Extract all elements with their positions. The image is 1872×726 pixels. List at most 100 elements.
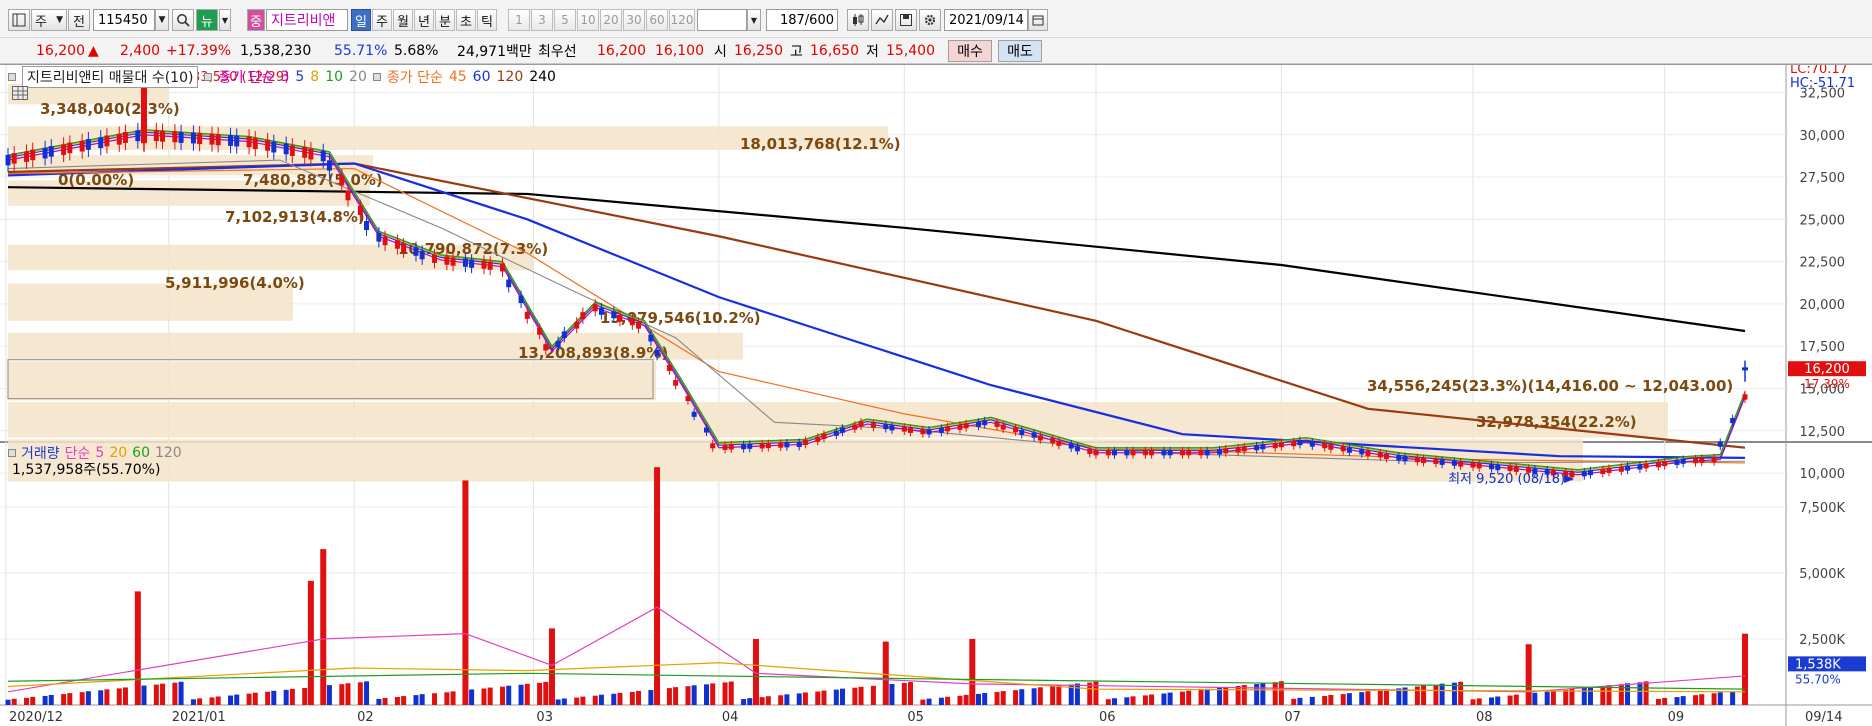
candle-body <box>1272 443 1278 449</box>
volume-pane-menu-icon[interactable] <box>8 449 16 457</box>
candle-body <box>1532 468 1538 474</box>
chart-area[interactable]: 2020/12 2021/01 02 03 04 05 06 07 08 09 09/14 32,50… <box>0 62 1872 726</box>
candle-body <box>747 443 753 449</box>
candle-body <box>648 334 654 342</box>
ma-3-label: 3 <box>280 69 290 85</box>
type-button[interactable]: 전 <box>68 9 90 31</box>
interval-20[interactable]: 20 <box>600 9 622 31</box>
candle-style-icon[interactable] <box>847 9 869 31</box>
candle-body <box>1074 446 1080 452</box>
volume-bar <box>728 681 734 705</box>
period-week[interactable]: 주 <box>372 9 392 31</box>
period-tick[interactable]: 틱 <box>477 9 497 31</box>
period-second[interactable]: 초 <box>456 9 476 31</box>
period-year[interactable]: 년 <box>414 9 434 31</box>
grid-table-icon[interactable] <box>12 86 28 100</box>
volume-tick-label: 2,500K <box>1799 633 1845 648</box>
ma-settings-icon[interactable] <box>204 73 213 81</box>
candle-body <box>1161 450 1167 456</box>
date-input[interactable]: 2021/09/14 <box>944 9 1028 31</box>
candle-body <box>1365 450 1371 456</box>
up-arrow-icon: ▲ <box>88 43 99 59</box>
interval-3[interactable]: 3 <box>531 9 553 31</box>
volume-bar <box>870 685 876 705</box>
low-price: 15,400 <box>886 43 935 59</box>
candle-body <box>283 143 289 155</box>
volume-profile-band <box>8 126 888 150</box>
volume-bar <box>666 688 672 705</box>
volume-bar <box>1383 689 1389 705</box>
code-dropdown-icon[interactable]: ▼ <box>155 9 169 31</box>
candle-body <box>1476 463 1482 469</box>
volume-legend: 거래량 단순 5 20 60 120 <box>8 443 182 463</box>
gear-icon[interactable] <box>919 9 941 31</box>
candle-body <box>870 422 876 428</box>
candle-body <box>1260 444 1266 450</box>
candle-body <box>1198 450 1204 456</box>
period-month[interactable]: 월 <box>393 9 413 31</box>
candle-body <box>784 442 790 448</box>
volume-profile-band <box>8 332 743 360</box>
price-pane-title[interactable]: 지트리비앤티 매물대 수(10) <box>22 66 199 88</box>
ma2-settings-icon[interactable] <box>372 73 381 81</box>
candle-body <box>302 147 308 158</box>
layout-icon[interactable] <box>8 9 30 31</box>
candle-count-field[interactable]: 187/600 <box>766 9 838 31</box>
volume-bar <box>1414 686 1420 705</box>
period-day[interactable]: 일 <box>351 9 371 31</box>
candle-body <box>135 130 141 142</box>
volume-bar <box>364 681 370 705</box>
sell-button[interactable]: 매도 <box>998 40 1042 62</box>
news-button[interactable]: 뉴 <box>196 9 218 31</box>
low-marker-arrow <box>1564 475 1575 484</box>
volume-bar <box>580 696 586 705</box>
volume-tick-label: 5,000K <box>1799 567 1845 582</box>
interval-30[interactable]: 30 <box>623 9 645 31</box>
low-marker-label: 최저 9,520 (08/18) <box>1448 472 1565 487</box>
timeframe-select[interactable]: 주 ▼ <box>31 9 67 31</box>
interval-120[interactable]: 120 <box>669 9 695 31</box>
interval-custom-input[interactable] <box>697 9 747 31</box>
candle-body <box>42 147 48 159</box>
news-dropdown-icon[interactable]: ▼ <box>219 9 231 31</box>
candle-body <box>1111 450 1117 456</box>
interval-60[interactable]: 60 <box>646 9 668 31</box>
candle-body <box>802 439 808 445</box>
stock-name-field[interactable]: 지트리비앤 <box>266 9 348 31</box>
volume-spike-bar <box>752 638 759 705</box>
volume-bar <box>1186 690 1192 705</box>
volume-bar <box>116 688 122 705</box>
buy-button[interactable]: 매수 <box>948 40 992 62</box>
indicator-icon[interactable] <box>871 9 893 31</box>
high-price: 16,650 <box>810 43 859 59</box>
period-minute[interactable]: 분 <box>435 9 455 31</box>
volume-current: 1,537,958주(55.70%) <box>12 462 161 478</box>
interval-dropdown-icon[interactable]: ▼ <box>747 9 761 31</box>
candle-body <box>1421 458 1427 464</box>
save-icon[interactable] <box>895 9 917 31</box>
calendar-icon[interactable] <box>1028 9 1048 31</box>
candle-body <box>1643 463 1649 469</box>
candle-body <box>598 307 604 315</box>
price-legend: 지트리비앤티 매물대 수(10) 종가 단순 3 5 8 10 20 종가 단순… <box>8 66 556 88</box>
volume-bar <box>1489 697 1495 705</box>
candle-body <box>1587 470 1593 476</box>
ma-20-line <box>7 159 1746 464</box>
volume-bar <box>629 691 635 705</box>
search-icon[interactable] <box>172 9 194 31</box>
volume-bar <box>48 694 54 705</box>
interval-5[interactable]: 5 <box>554 9 576 31</box>
candle-count-max: /600 <box>804 12 834 28</box>
pane-menu-icon[interactable] <box>8 73 16 81</box>
candle-body <box>1149 450 1155 456</box>
candle-body <box>1235 447 1241 453</box>
interval-1[interactable]: 1 <box>508 9 530 31</box>
interval-10[interactable]: 10 <box>577 9 599 31</box>
volume-bar <box>815 691 821 705</box>
candle-body <box>1507 465 1513 472</box>
candle-body <box>30 149 36 161</box>
candle-body <box>1451 460 1457 466</box>
stock-code-input[interactable]: 115450 <box>93 9 155 31</box>
volume-bar <box>518 684 524 705</box>
